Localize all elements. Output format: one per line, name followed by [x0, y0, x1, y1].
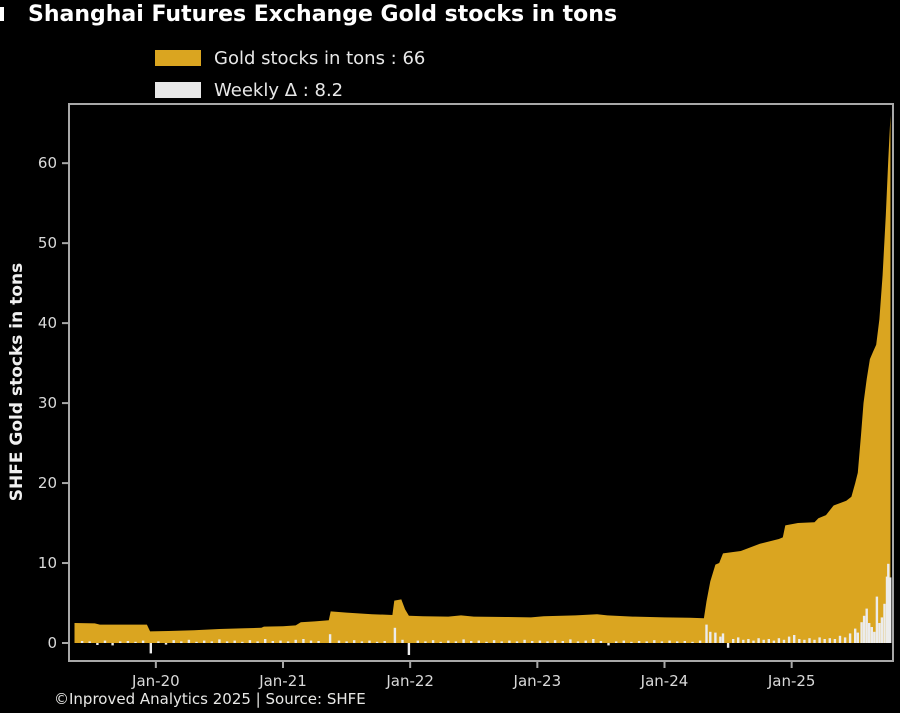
svg-text:0: 0 [47, 634, 57, 652]
svg-text:60: 60 [38, 154, 57, 172]
svg-text:Jan-24: Jan-24 [640, 672, 689, 690]
legend-item-weekly-delta: Weekly Δ : 8.2 [155, 74, 425, 106]
legend-item-gold-stocks: Gold stocks in tons : 66 [155, 42, 425, 74]
chart-legend: Gold stocks in tons : 66 Weekly Δ : 8.2 [155, 42, 425, 106]
plot-frame [68, 103, 894, 662]
gold-series-swatch-icon [155, 50, 201, 66]
gold-stocks-area-series [74, 115, 891, 643]
svg-text:30: 30 [38, 394, 57, 412]
weekly-delta-swatch-icon [155, 82, 201, 98]
svg-text:Jan-23: Jan-23 [513, 672, 562, 690]
x-axis-ticks: Jan-20 Jan-21 Jan-22 Jan-23 Jan-24 Jan-25 [131, 661, 815, 690]
svg-text:50: 50 [38, 234, 57, 252]
svg-text:Jan-20: Jan-20 [131, 672, 180, 690]
weekly-delta-bars [80, 563, 892, 655]
svg-text:Jan-22: Jan-22 [385, 672, 434, 690]
y-axis-ticks: 0 10 20 30 40 50 60 [38, 154, 69, 652]
legend-label-weekly-delta: Weekly Δ : 8.2 [214, 79, 344, 101]
svg-text:20: 20 [38, 474, 57, 492]
svg-text:Jan-21: Jan-21 [258, 672, 307, 690]
screen-edge-artifact [0, 7, 4, 21]
svg-text:40: 40 [38, 314, 57, 332]
svg-text:Jan-25: Jan-25 [767, 672, 816, 690]
legend-label-gold-stocks: Gold stocks in tons : 66 [214, 47, 426, 69]
source-attribution: ©Inproved Analytics 2025 | Source: SHFE [54, 690, 366, 708]
svg-text:10: 10 [38, 554, 57, 572]
chart-title: Shanghai Futures Exchange Gold stocks in… [28, 2, 618, 27]
